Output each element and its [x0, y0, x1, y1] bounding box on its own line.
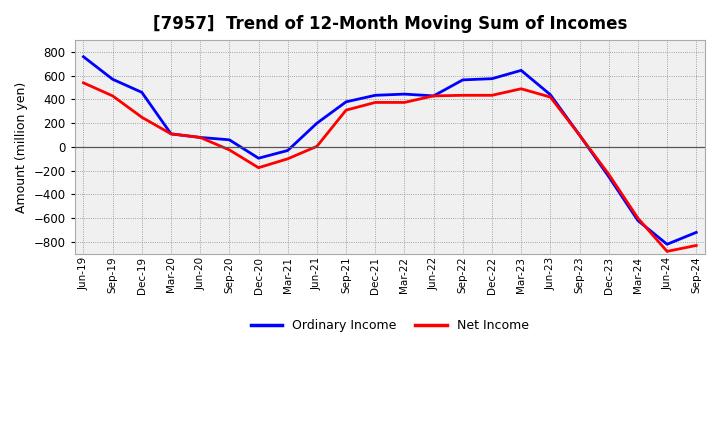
Line: Ordinary Income: Ordinary Income — [84, 57, 696, 244]
Line: Net Income: Net Income — [84, 83, 696, 251]
Ordinary Income — [429, 93, 438, 99]
Ordinary Income — [662, 242, 671, 247]
Ordinary Income — [487, 76, 496, 81]
Ordinary Income — [167, 131, 176, 136]
Net Income — [196, 135, 204, 140]
Ordinary Income — [225, 137, 234, 143]
Net Income — [517, 86, 526, 92]
Net Income — [254, 165, 263, 170]
Ordinary Income — [254, 156, 263, 161]
Net Income — [167, 131, 176, 136]
Net Income — [692, 243, 701, 248]
Net Income — [429, 93, 438, 99]
Net Income — [487, 93, 496, 98]
Net Income — [634, 216, 642, 221]
Net Income — [575, 132, 584, 138]
Ordinary Income — [604, 174, 613, 179]
Y-axis label: Amount (million yen): Amount (million yen) — [15, 81, 28, 213]
Ordinary Income — [400, 92, 409, 97]
Ordinary Income — [517, 68, 526, 73]
Ordinary Income — [459, 77, 467, 83]
Ordinary Income — [575, 132, 584, 138]
Ordinary Income — [692, 230, 701, 235]
Ordinary Income — [79, 54, 88, 59]
Net Income — [546, 95, 554, 100]
Net Income — [342, 107, 351, 113]
Net Income — [79, 80, 88, 85]
Ordinary Income — [284, 148, 292, 153]
Ordinary Income — [196, 135, 204, 140]
Title: [7957]  Trend of 12-Month Moving Sum of Incomes: [7957] Trend of 12-Month Moving Sum of I… — [153, 15, 627, 33]
Net Income — [459, 93, 467, 98]
Net Income — [604, 172, 613, 177]
Ordinary Income — [634, 218, 642, 223]
Ordinary Income — [138, 90, 146, 95]
Net Income — [312, 144, 321, 149]
Net Income — [284, 156, 292, 161]
Net Income — [108, 93, 117, 99]
Net Income — [138, 114, 146, 120]
Net Income — [371, 100, 379, 105]
Net Income — [662, 249, 671, 254]
Ordinary Income — [108, 77, 117, 82]
Net Income — [225, 147, 234, 153]
Ordinary Income — [371, 93, 379, 98]
Net Income — [400, 100, 409, 105]
Ordinary Income — [312, 121, 321, 126]
Ordinary Income — [342, 99, 351, 104]
Legend: Ordinary Income, Net Income: Ordinary Income, Net Income — [246, 314, 534, 337]
Ordinary Income — [546, 92, 554, 97]
